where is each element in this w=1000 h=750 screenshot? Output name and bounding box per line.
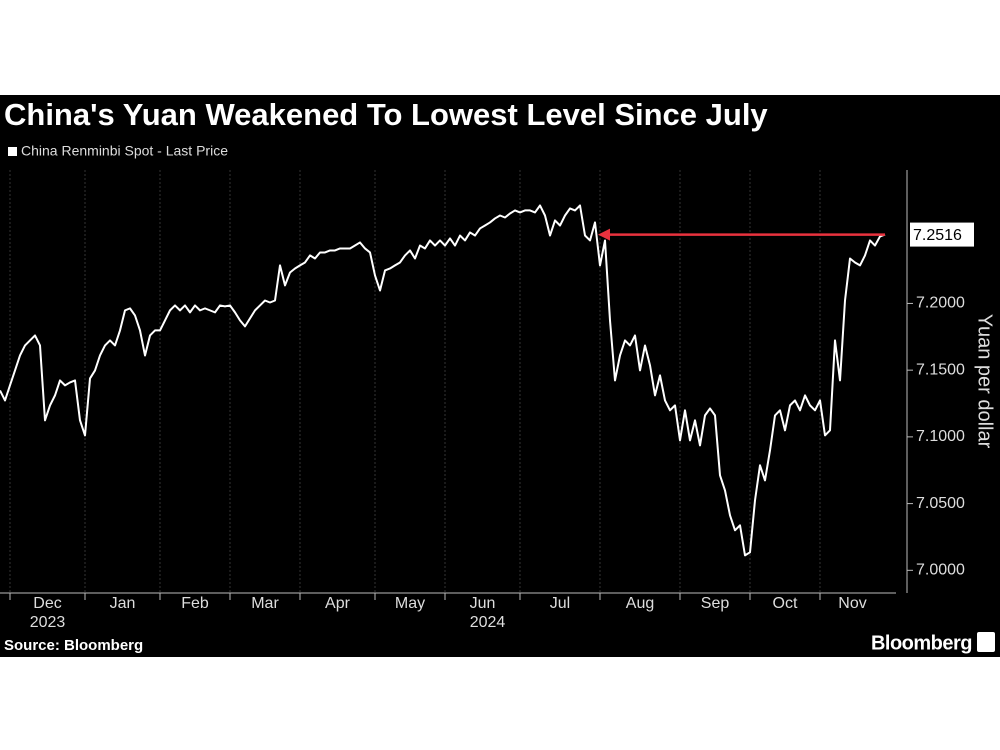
chart-background <box>0 95 1000 657</box>
x-year-label: 2024 <box>470 614 506 631</box>
y-tick-label: 7.2000 <box>916 295 965 312</box>
line-series <box>0 204 886 557</box>
x-tick-label: Jun <box>470 595 496 612</box>
x-tick-label: May <box>395 595 425 612</box>
x-year-label: 2023 <box>30 614 66 631</box>
x-tick-label: Oct <box>773 595 798 612</box>
last-value-box <box>910 222 974 247</box>
source: Source: Bloomberg <box>4 637 143 654</box>
x-tick-label: Nov <box>838 595 866 612</box>
x-tick-label: Mar <box>251 595 279 612</box>
x-tick-label: Dec <box>33 595 61 612</box>
last-value-label: 7.2516 <box>913 227 962 244</box>
annotation-arrowhead <box>598 228 610 241</box>
y-tick-label: 7.0500 <box>916 495 965 512</box>
chart-title: China's Yuan Weakened To Lowest Level Si… <box>4 97 768 132</box>
y-axis-title: Yuan per dollar <box>974 314 996 449</box>
x-tick-label: Sep <box>701 595 730 612</box>
legend-label: China Renminbi Spot - Last Price <box>21 143 228 159</box>
y-tick-label: 7.1000 <box>916 428 965 445</box>
x-tick-label: Feb <box>181 595 209 612</box>
logo-icon <box>977 632 995 652</box>
x-tick-label: Aug <box>626 595 654 612</box>
logo: Bloomberg <box>871 632 972 654</box>
y-tick-label: 7.1500 <box>916 361 965 378</box>
x-tick-label: Jul <box>550 595 570 612</box>
legend-swatch <box>8 147 17 156</box>
x-tick-label: Jan <box>110 595 136 612</box>
x-tick-label: Apr <box>325 595 351 612</box>
y-tick-label: 7.0000 <box>916 562 965 579</box>
